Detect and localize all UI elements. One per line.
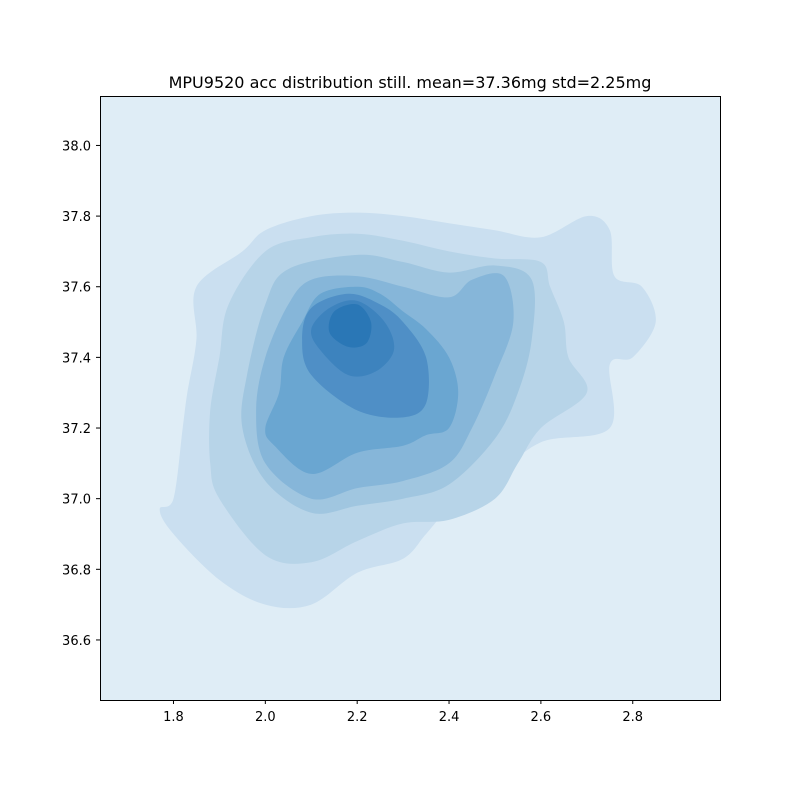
y-tick-label: 37.0 bbox=[62, 493, 91, 508]
y-tick-label: 37.6 bbox=[62, 281, 91, 296]
y-tick-label: 37.8 bbox=[62, 210, 91, 225]
contour-levels bbox=[159, 212, 656, 609]
x-tick-label: 2.8 bbox=[622, 710, 643, 725]
y-tick-label: 36.6 bbox=[62, 634, 91, 649]
x-tick-label: 1.8 bbox=[163, 710, 184, 725]
x-tick-label: 2.4 bbox=[439, 710, 460, 725]
x-tick-label: 2.6 bbox=[531, 710, 552, 725]
plot-area-frame bbox=[100, 96, 721, 701]
y-tick-label: 38.0 bbox=[62, 139, 91, 154]
x-tick-label: 2.2 bbox=[347, 710, 368, 725]
y-tick-label: 37.4 bbox=[62, 351, 91, 366]
x-tick-label: 2.0 bbox=[255, 710, 276, 725]
y-tick-label: 36.8 bbox=[62, 563, 91, 578]
y-axis: 36.6 36.8 37.0 37.2 37.4 37.6 37.8 38.0 bbox=[62, 139, 100, 649]
contour-level-8 bbox=[328, 303, 372, 348]
chart-title: MPU9520 acc distribution still. mean=37.… bbox=[169, 73, 652, 92]
x-axis: 1.8 2.0 2.2 2.4 2.6 2.8 bbox=[163, 700, 643, 725]
y-tick-label: 37.2 bbox=[62, 422, 91, 437]
